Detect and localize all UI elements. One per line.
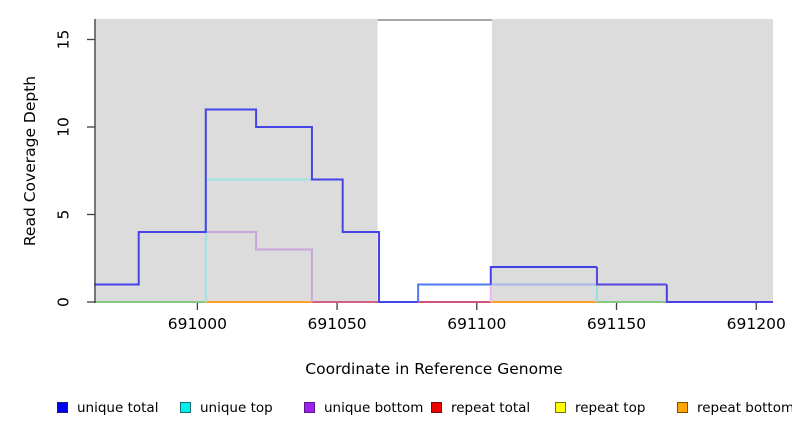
- x-tick-label: 691000: [168, 315, 227, 333]
- unique-total-level1-line: [595, 267, 667, 286]
- legend-label: repeat total: [451, 399, 531, 416]
- repeat-total-swatch-icon: [431, 402, 442, 413]
- y-axis-title: Read Coverage Depth: [21, 75, 39, 247]
- y-tick-label: 10: [55, 117, 73, 137]
- legend-item-repeat-top: repeat top: [555, 399, 646, 416]
- legend-item-unique-total: unique total: [57, 399, 159, 416]
- unique-total-swatch-icon: [57, 402, 68, 413]
- legend-label: repeat bottom: [697, 399, 792, 416]
- shaded-region: [491, 19, 773, 302]
- repeat-top-swatch-icon: [555, 402, 566, 413]
- unique-total-level2-line: [489, 266, 597, 285]
- repeat-bottom-swatch-icon: [677, 402, 688, 413]
- x-tick-label: 691200: [727, 315, 786, 333]
- x-tick-label: 691150: [587, 315, 646, 333]
- legend-label: unique top: [200, 399, 273, 416]
- unique-total-main-line: [94, 108, 419, 303]
- unique-top-swatch-icon: [180, 402, 191, 413]
- legend-label: repeat top: [575, 399, 646, 416]
- x-axis-title: Coordinate in Reference Genome: [305, 360, 563, 378]
- y-tick-label: 0: [55, 297, 73, 307]
- unique-bottom-swatch-icon: [304, 402, 315, 413]
- y-tick-label: 5: [55, 210, 73, 220]
- legend-item-repeat-total: repeat total: [431, 399, 531, 416]
- y-tick-label: 15: [55, 30, 73, 50]
- legend-label: unique bottom: [324, 399, 424, 416]
- x-tick-label: 691050: [308, 315, 367, 333]
- unique-total-tail-line: [665, 284, 773, 303]
- unique-total-gap-step-line: [417, 283, 491, 302]
- legend-item-unique-bottom: unique bottom: [304, 399, 424, 416]
- legend-item-repeat-bottom: repeat bottom: [677, 399, 792, 416]
- x-tick-label: 691100: [447, 315, 506, 333]
- legend-item-unique-top: unique top: [180, 399, 273, 416]
- legend-label: unique total: [77, 399, 159, 416]
- shaded-region: [94, 19, 378, 302]
- unique-bottom-left-line: [205, 231, 313, 302]
